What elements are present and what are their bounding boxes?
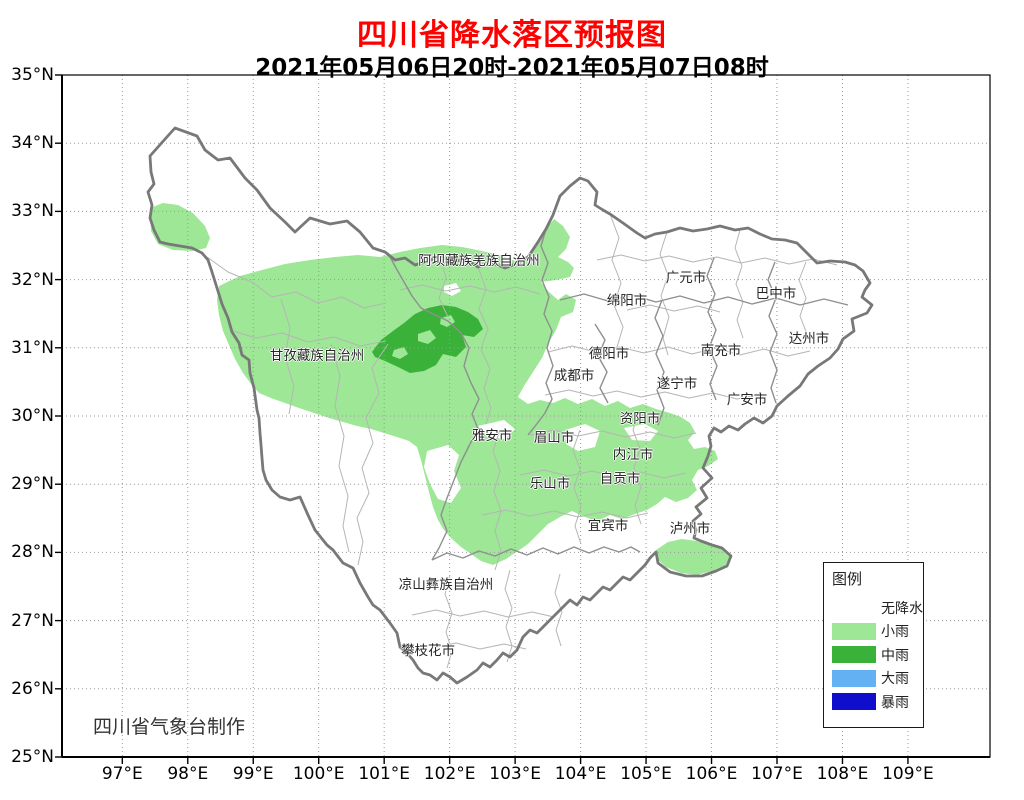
zone-moderate-rain-garze-aba <box>372 305 483 373</box>
x-axis-label-106°E: 106°E <box>685 764 738 784</box>
region-label-德阳市: 德阳市 <box>588 346 630 362</box>
zone-light-rain-shiqu-patch <box>150 203 210 251</box>
legend-row-大雨: 大雨 <box>832 667 923 691</box>
axis-ticks-layer <box>55 74 909 764</box>
zone-light-rain-main-swath <box>217 219 718 565</box>
x-axis-label-101°E: 101°E <box>358 764 411 784</box>
region-label-宜宾市: 宜宾市 <box>587 518 629 534</box>
legend-label-中雨: 中雨 <box>881 647 909 664</box>
legend-label-暴雨: 暴雨 <box>881 694 909 711</box>
x-axis-label-107°E: 107°E <box>751 764 803 784</box>
credit-text: 四川省气象台制作 <box>93 716 246 738</box>
region-label-巴中市: 巴中市 <box>755 286 797 302</box>
x-axis-label-100°E: 100°E <box>292 764 345 784</box>
y-axis-label-30°N: 30°N <box>11 406 54 426</box>
province-boundary-layer <box>146 126 874 685</box>
prefecture-boundaries-layer <box>387 228 849 561</box>
legend-label-大雨: 大雨 <box>881 671 909 688</box>
legend: 图例 无降水小雨中雨大雨暴雨 <box>823 562 924 728</box>
legend-row-暴雨: 暴雨 <box>832 690 923 714</box>
forecast-period: 2021年05月06日20时-2021年05月07日08时 <box>255 55 769 81</box>
y-axis-label-33°N: 33°N <box>11 201 54 222</box>
region-label-雅安市: 雅安市 <box>471 428 513 444</box>
y-axis-label-25°N: 25°N <box>11 747 54 767</box>
y-axis-label-32°N: 32°N <box>11 269 54 290</box>
region-label-自贡市: 自贡市 <box>599 471 641 487</box>
y-axis-label-26°N: 26°N <box>11 678 54 699</box>
region-label-广元市: 广元市 <box>665 270 707 286</box>
x-axis-label-105°E: 105°E <box>620 764 672 784</box>
region-label-遂宁市: 遂宁市 <box>656 376 698 392</box>
region-label-甘孜藏族自治州: 甘孜藏族自治州 <box>269 348 365 364</box>
x-axis-label-103°E: 103°E <box>489 764 541 784</box>
legend-label-小雨: 小雨 <box>881 624 909 641</box>
x-axis-label-99°E: 99°E <box>232 764 274 784</box>
region-label-攀枝花市: 攀枝花市 <box>401 643 455 659</box>
region-label-凉山彝族自治州: 凉山彝族自治州 <box>398 577 494 593</box>
x-axis-label-98°E: 98°E <box>167 764 209 784</box>
sichuan-province-outline <box>146 126 874 685</box>
legend-swatch-大雨 <box>832 669 876 687</box>
legend-row-无降水: 无降水 <box>832 596 923 620</box>
y-axis-label-31°N: 31°N <box>11 337 54 358</box>
legend-row-中雨: 中雨 <box>832 643 923 667</box>
region-label-泸州市: 泸州市 <box>669 521 711 537</box>
y-axis-label-27°N: 27°N <box>11 610 54 631</box>
x-axis-label-108°E: 108°E <box>816 764 869 784</box>
x-axis-label-109°E: 109°E <box>882 764 934 784</box>
page-title: 四川省降水落区预报图 <box>357 18 667 53</box>
y-axis-label-28°N: 28°N <box>11 542 54 563</box>
y-axis-label-34°N: 34°N <box>11 133 54 154</box>
y-axis-label-29°N: 29°N <box>11 474 54 495</box>
legend-row-小雨: 小雨 <box>832 620 923 644</box>
y-axis-label-35°N: 35°N <box>11 65 54 85</box>
region-label-绵阳市: 绵阳市 <box>606 293 648 309</box>
region-label-南充市: 南充市 <box>700 343 742 359</box>
region-label-乐山市: 乐山市 <box>529 476 571 492</box>
county-boundaries-layer <box>206 213 838 669</box>
region-label-达州市: 达州市 <box>788 331 830 347</box>
region-label-成都市: 成都市 <box>553 368 595 384</box>
region-label-眉山市: 眉山市 <box>533 430 575 446</box>
legend-items: 无降水小雨中雨大雨暴雨 <box>832 596 923 714</box>
region-label-广安市: 广安市 <box>726 392 768 408</box>
legend-swatch-中雨 <box>832 646 876 664</box>
region-label-资阳市: 资阳市 <box>619 411 661 427</box>
x-axis-label-97°E: 97°E <box>101 764 143 784</box>
legend-swatch-无降水 <box>832 599 876 617</box>
plot-frame-layer <box>61 74 991 758</box>
legend-title: 图例 <box>832 570 863 588</box>
x-axis-label-104°E: 104°E <box>554 764 607 784</box>
x-axis-label-102°E: 102°E <box>423 764 476 784</box>
region-label-内江市: 内江市 <box>612 447 654 463</box>
legend-swatch-小雨 <box>832 622 876 640</box>
region-label-阿坝藏族羌族自治州: 阿坝藏族羌族自治州 <box>418 253 540 269</box>
legend-label-无降水: 无降水 <box>881 600 923 617</box>
graticule-layer <box>62 75 990 757</box>
legend-swatch-暴雨 <box>832 693 876 711</box>
